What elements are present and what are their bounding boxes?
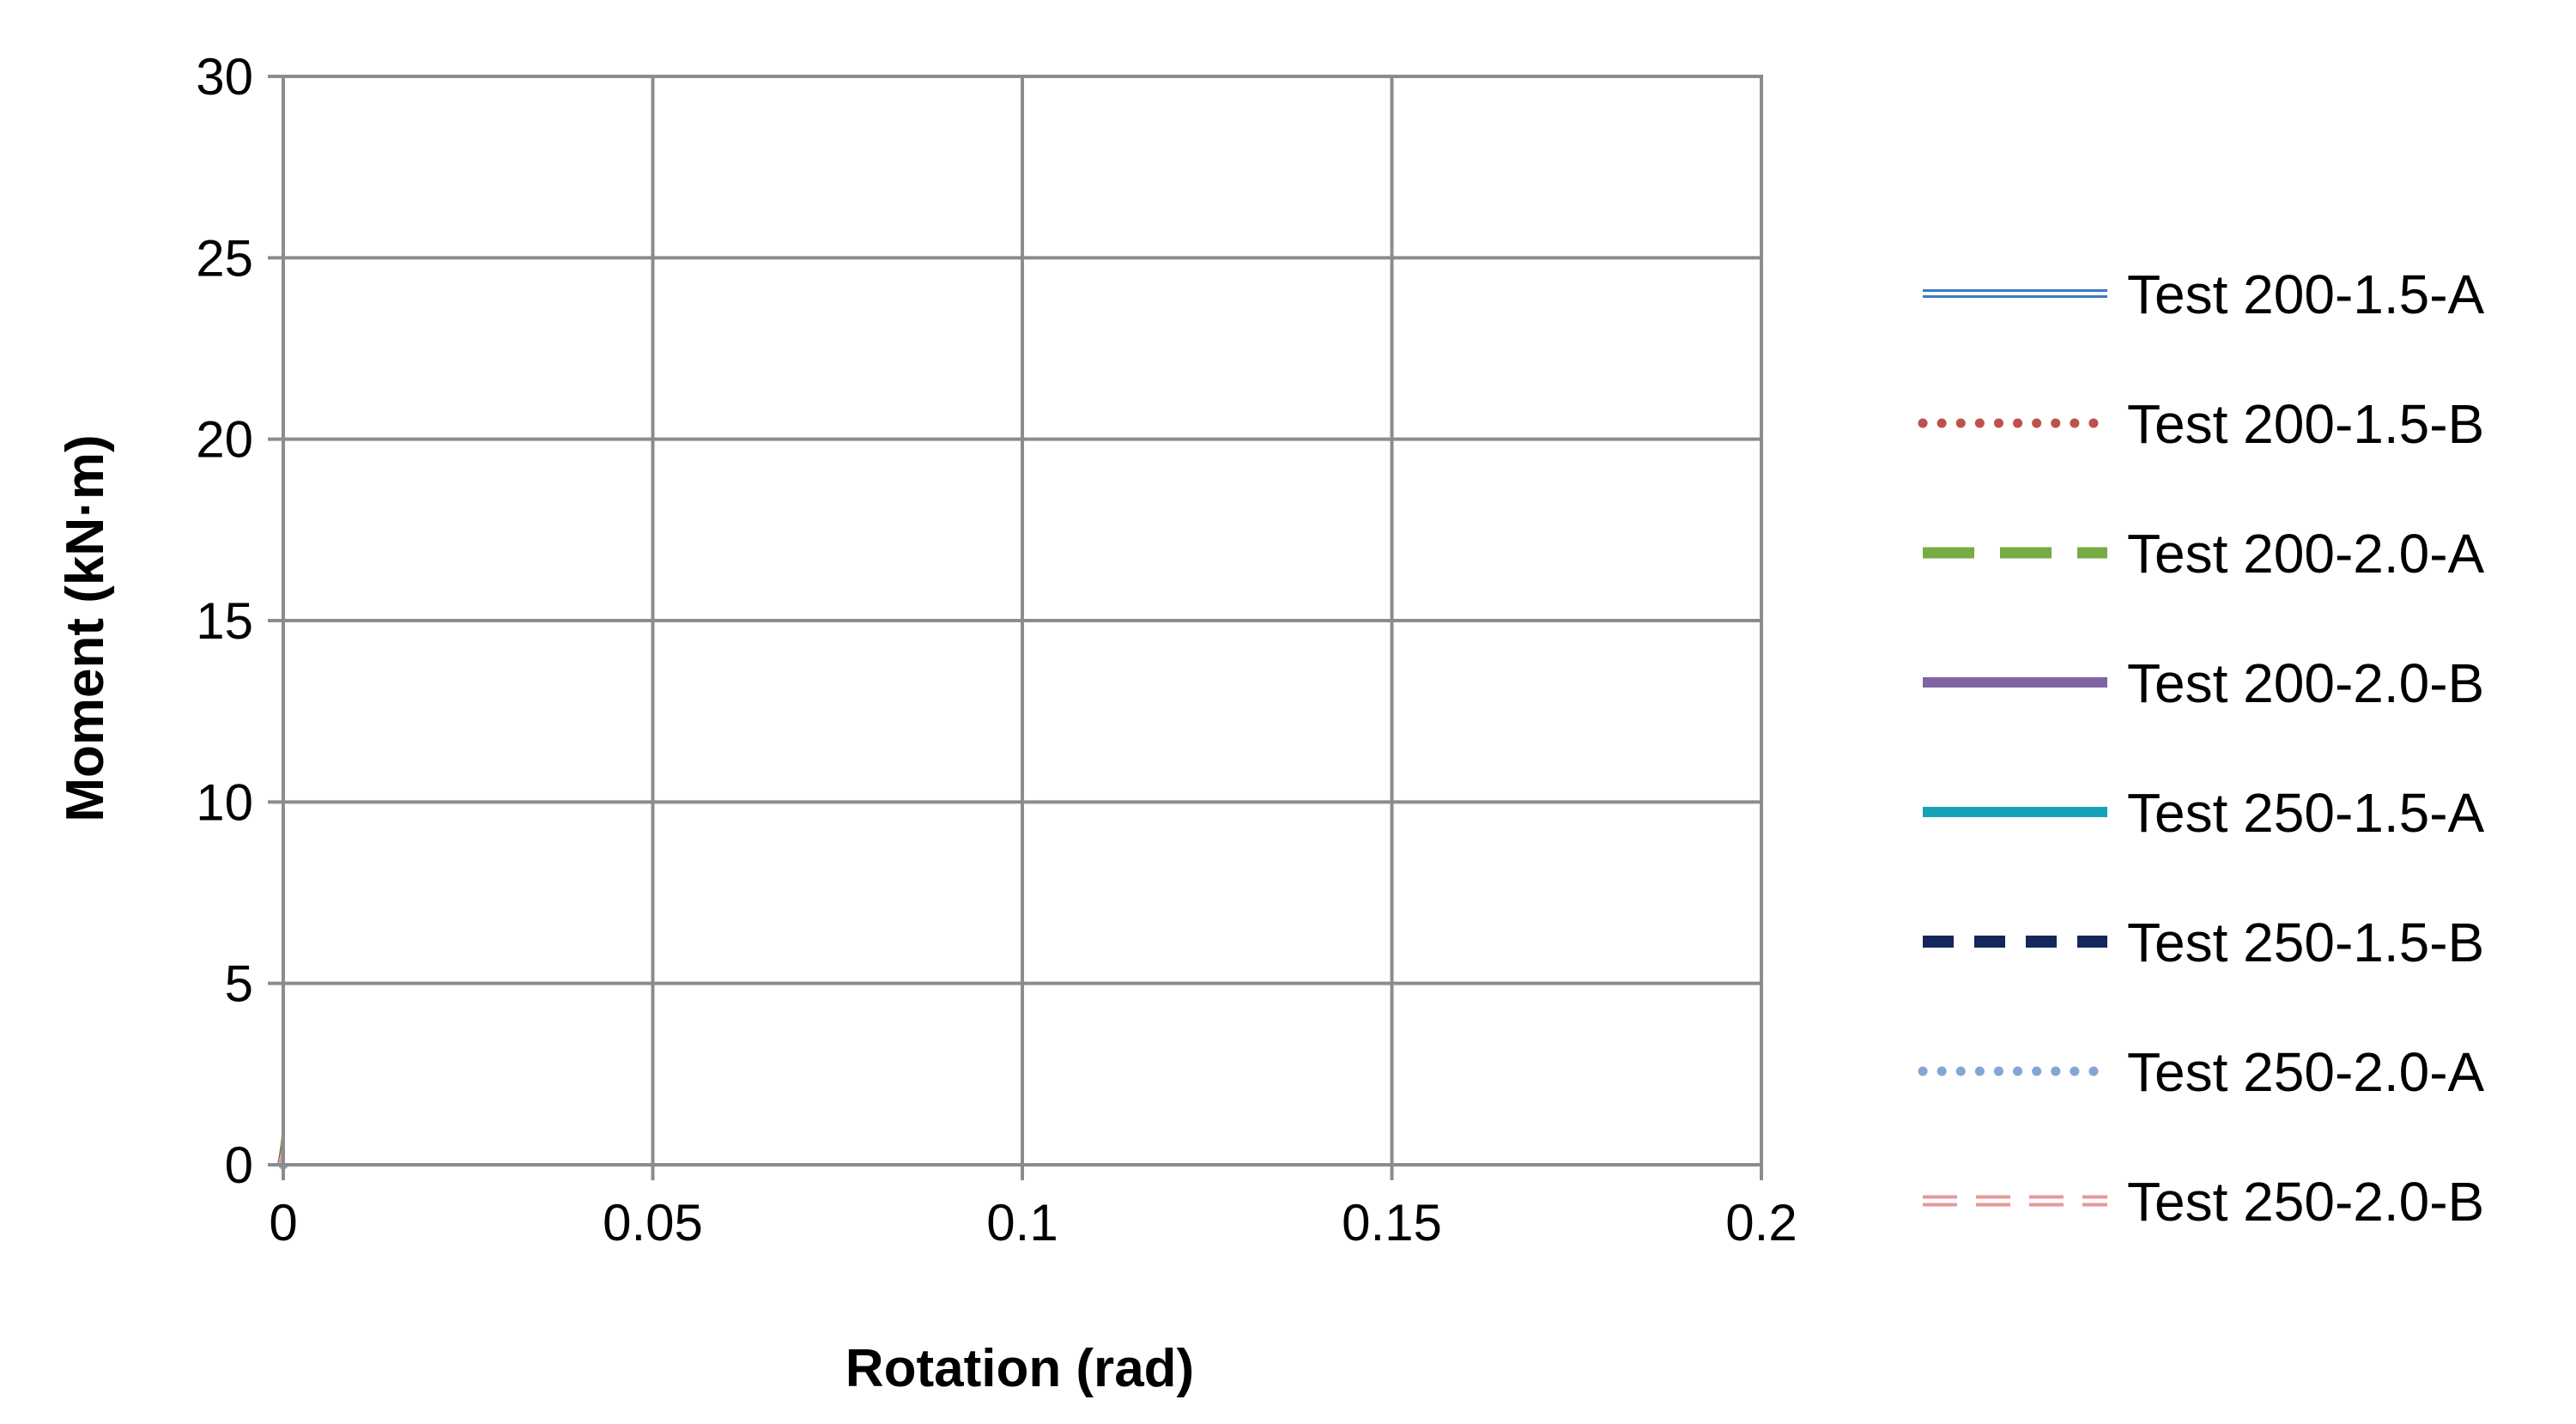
axes: 0 5 10 15 20 25 30 0 0.05 0.1 0.15 0.2 [196,48,1797,1251]
legend-item: Test 250-2.0-A [1918,1041,2485,1103]
y-tick-label: 15 [196,592,253,650]
legend-label: Test 250-2.0-A [2127,1041,2485,1103]
legend-item: Test 200-1.5-B [1918,393,2484,455]
legend-label: Test 200-1.5-A [2127,264,2485,325]
x-tick-label: 0.2 [1725,1194,1797,1251]
y-tick-label: 20 [196,411,253,469]
legend-label: Test 200-2.0-A [2127,523,2485,585]
legend-item: Test 250-1.5-B [1923,912,2484,973]
y-tick-label: 10 [196,773,253,831]
legend-label: Test 250-2.0-B [2127,1171,2484,1233]
legend-label: Test 200-1.5-B [2127,393,2484,455]
x-tick-label: 0 [269,1194,297,1251]
x-tick-label: 0.15 [1342,1194,1442,1251]
y-tick-label: 30 [196,48,253,106]
legend-label: Test 250-1.5-B [2127,912,2484,973]
y-axis-title: Moment (kN·m) [56,434,115,821]
x-tick-label: 0.05 [603,1194,703,1251]
y-tick-label: 25 [196,229,253,287]
legend-label: Test 250-1.5-A [2127,782,2485,844]
legend-item: Test 200-2.0-B [1923,652,2484,714]
legend-label: Test 200-2.0-B [2127,652,2484,714]
legend-item: Test 250-1.5-A [1923,782,2485,844]
legend-item: Test 200-1.5-A [1923,264,2485,325]
legend-item: Test 200-2.0-A [1923,523,2485,585]
x-axis-title: Rotation (rad) [846,1339,1194,1398]
legend-item: Test 250-2.0-B [1923,1171,2484,1233]
x-tick-label: 0.1 [986,1194,1058,1251]
y-tick-label: 0 [225,1136,253,1194]
legend: Test 200-1.5-A Test 200-1.5-B Test 200-2.0… [1918,264,2485,1233]
y-tick-label: 5 [225,955,253,1013]
